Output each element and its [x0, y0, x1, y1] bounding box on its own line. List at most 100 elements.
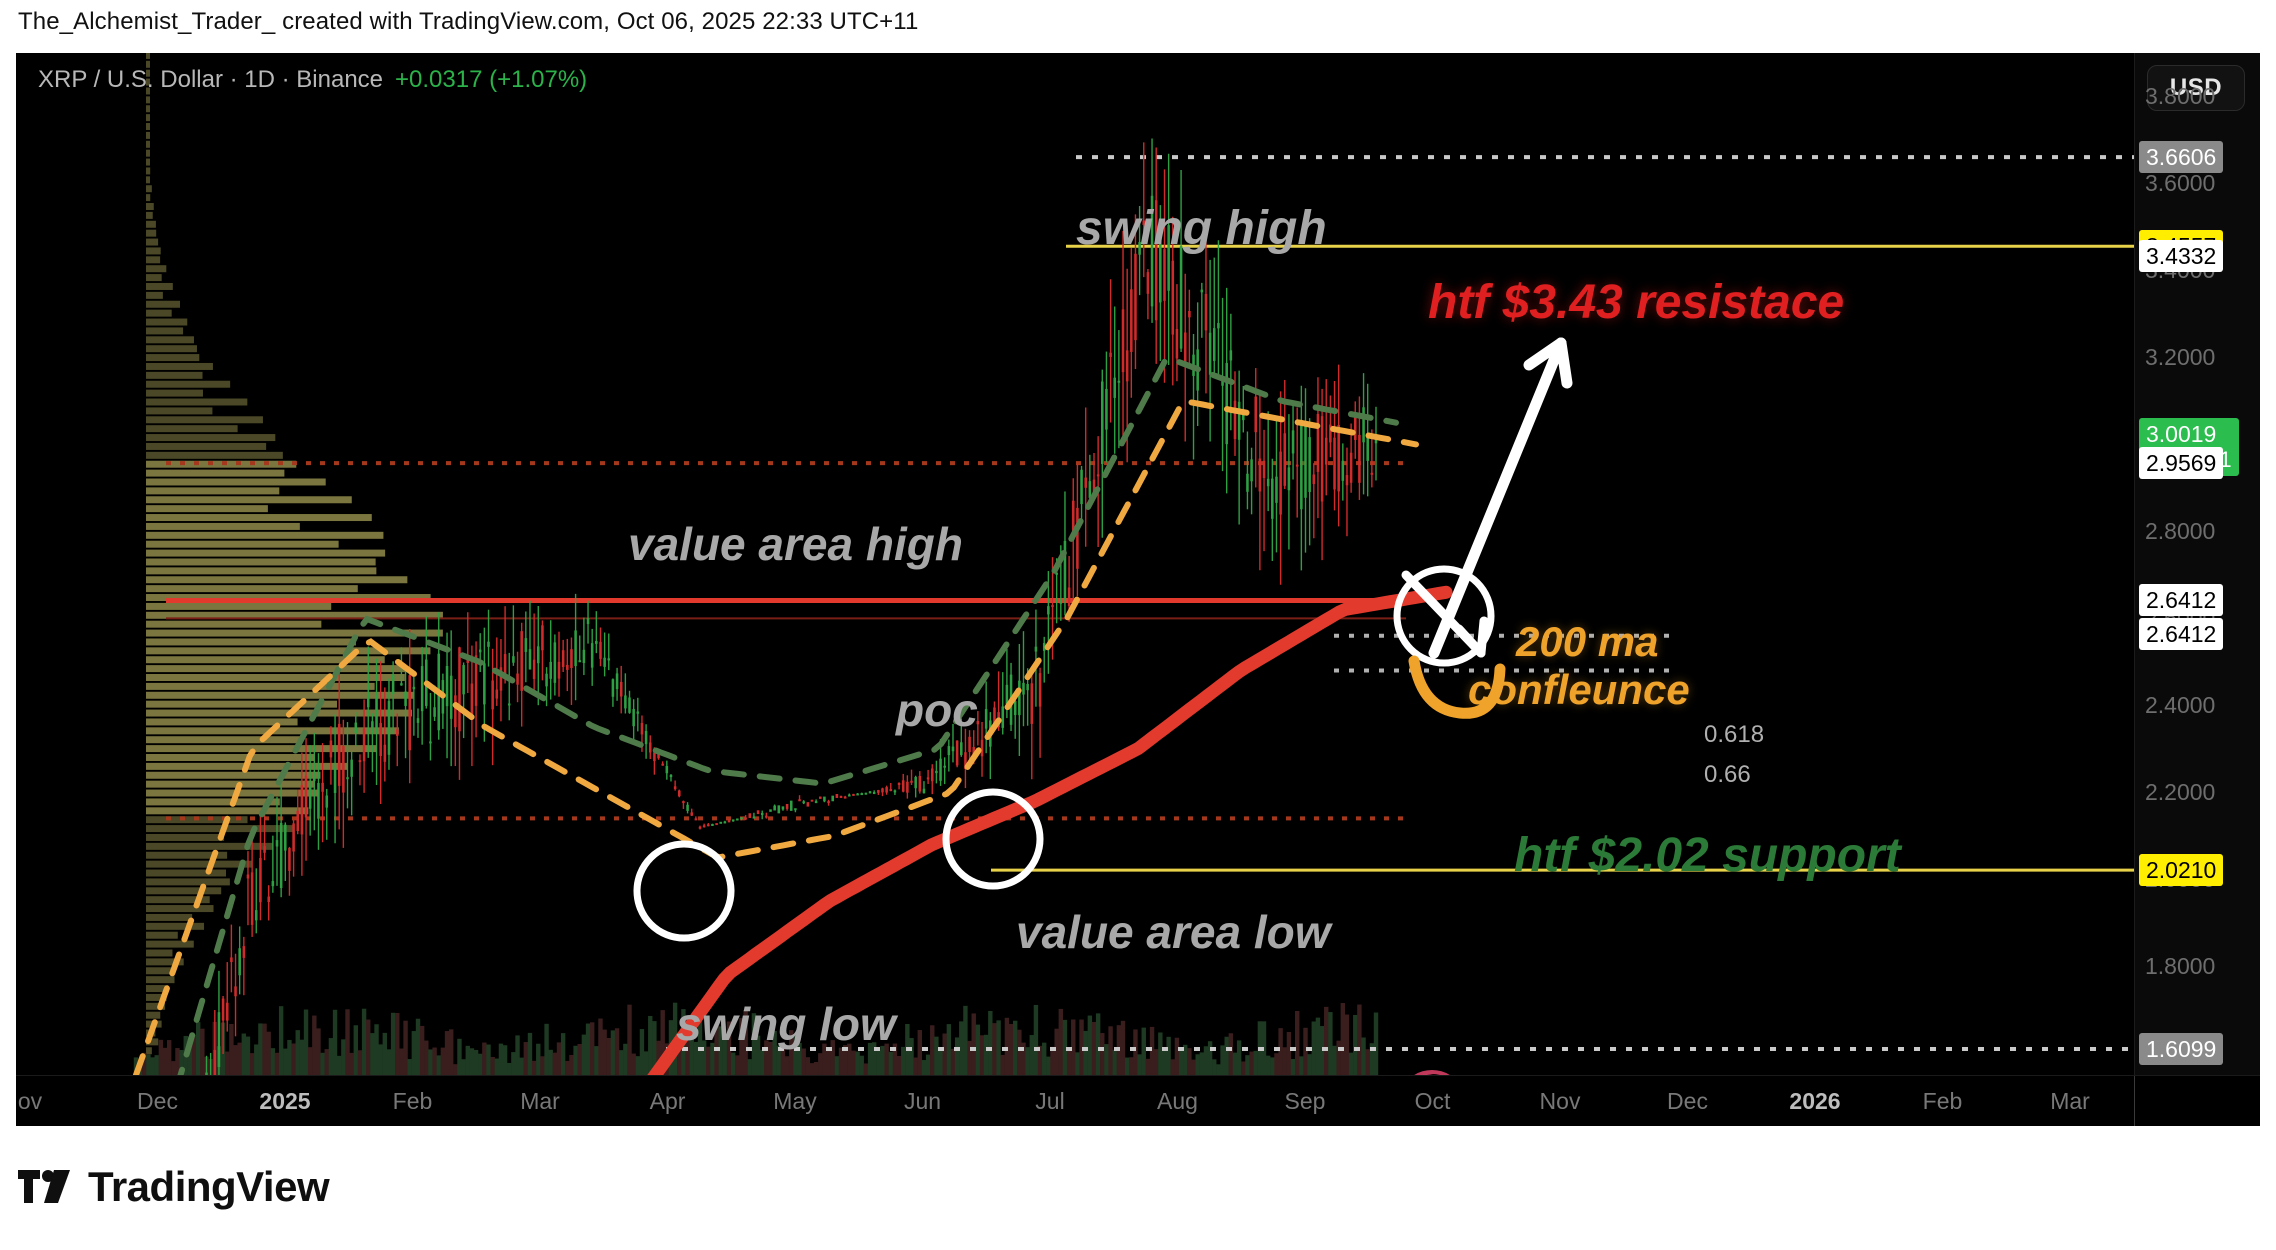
volume-bar: [324, 1049, 329, 1075]
candle-body: [346, 777, 349, 780]
candle-body: [561, 650, 565, 668]
volume-profile-bar: [146, 505, 268, 513]
volume-bar: [1199, 1052, 1205, 1075]
price-tick: 2.4000: [2145, 692, 2216, 719]
candle-body: [1018, 680, 1021, 716]
chart-plot-area[interactable]: XRP / U.S. Dollar · 1D · Binance +0.0317 …: [16, 53, 2134, 1075]
volume-bar: [419, 1025, 425, 1075]
volume-bar: [494, 1058, 500, 1075]
candle-body: [711, 823, 714, 826]
candle-body: [1254, 396, 1258, 433]
time-label: 2026: [1789, 1088, 1841, 1114]
volume-profile-bar: [146, 238, 159, 246]
volume-bar: [693, 1041, 699, 1075]
volume-bar: [233, 1045, 238, 1075]
time-label: Mar: [2050, 1088, 2090, 1114]
volume-bar: [1307, 1054, 1312, 1075]
candle-body: [1258, 458, 1262, 492]
time-label: Oct: [1414, 1088, 1451, 1114]
volume-bar: [1232, 1052, 1238, 1075]
candle-body: [802, 801, 805, 804]
volume-bar: [1299, 1056, 1304, 1075]
volume-bar: [1187, 1048, 1192, 1075]
volume-bar: [349, 1052, 354, 1075]
candle-body: [794, 808, 797, 811]
time-axis[interactable]: ov Dec 2025 Feb Mar Apr May Jun Jul Aug Sep Oct Nov D…: [16, 1075, 2260, 1126]
volume-bar: [830, 1040, 835, 1075]
candle-body: [1076, 507, 1079, 569]
volume-profile-bar: [146, 753, 315, 761]
candle-body: [404, 691, 407, 706]
volume-profile-bar: [146, 220, 156, 228]
candle-body: [702, 825, 706, 828]
volume-bar: [225, 1051, 230, 1075]
price-marker-white[interactable]: 3.4332: [2139, 240, 2224, 272]
price-marker-white[interactable]: 2.6412: [2139, 618, 2224, 651]
candle-body: [412, 686, 416, 690]
volume-profile-bar: [146, 158, 150, 166]
candle-body: [400, 683, 403, 686]
volume-profile-bar: [146, 478, 326, 486]
volume-bar: [1348, 1052, 1354, 1075]
volume-bar: [1216, 1064, 1221, 1075]
volume-bar: [1369, 1043, 1375, 1075]
candle-body: [1163, 249, 1166, 301]
volume-bar: [764, 1040, 769, 1075]
volume-bar: [876, 1049, 881, 1075]
volume-bar: [863, 1063, 869, 1075]
price-marker-white[interactable]: 2.9569: [2139, 447, 2224, 480]
candle-body: [785, 803, 789, 809]
candle-body: [242, 946, 246, 958]
candle-body: [918, 775, 922, 792]
candle-body: [350, 759, 353, 777]
volume-profile-bar: [146, 638, 356, 646]
candle-body: [1312, 474, 1316, 485]
candle-body: [648, 742, 652, 753]
price-marker-gray[interactable]: 3.6606: [2139, 141, 2224, 174]
volume-bar: [1336, 1040, 1341, 1075]
volume-bar: [834, 1056, 840, 1075]
time-label: Dec: [1667, 1088, 1708, 1114]
swing-low-circle: [633, 840, 735, 942]
volume-profile-bar: [146, 398, 248, 406]
candle-body: [690, 812, 694, 816]
candle-body: [1250, 459, 1253, 482]
price-axis[interactable]: USD 3.80003.60003.40003.20003.00002.8000…: [2134, 53, 2260, 1126]
volume-bar: [735, 1055, 740, 1075]
candle-body: [1225, 363, 1228, 445]
volume-bar: [1282, 1047, 1287, 1075]
chart-frame[interactable]: XRP / U.S. Dollar · 1D · Binance +0.0317 …: [16, 53, 2260, 1126]
volume-bar: [793, 1034, 798, 1075]
currency-badge[interactable]: USD: [2147, 65, 2245, 111]
volume-bar: [701, 1040, 707, 1075]
volume-bar: [1212, 1059, 1217, 1075]
candle-body: [1071, 500, 1075, 540]
fib-label-618: 0.618: [1704, 721, 1765, 748]
volume-bar: [739, 1018, 744, 1075]
candle-body: [1179, 246, 1183, 349]
volume-profile-bar: [146, 229, 157, 237]
volume-profile-bar: [146, 354, 200, 362]
volume-bar: [884, 1043, 889, 1075]
candle-body: [445, 665, 449, 707]
candle-body: [665, 765, 669, 774]
volume-profile-bar: [146, 487, 280, 495]
volume-profile-bar: [146, 282, 173, 290]
volume-bar: [888, 1051, 893, 1075]
volume-bar: [1166, 1036, 1171, 1075]
volume-bar: [809, 1063, 815, 1075]
volume-bar: [565, 1060, 570, 1075]
candle-body: [487, 641, 490, 647]
price-marker-white[interactable]: 2.6412: [2139, 584, 2224, 617]
candle-body: [877, 790, 880, 793]
volume-profile-bar: [146, 682, 375, 690]
candle-body: [449, 675, 453, 719]
volume-bar: [158, 1039, 164, 1075]
candle-body: [856, 793, 859, 796]
price-marker-gray[interactable]: 1.6099: [2139, 1032, 2224, 1065]
candle-body: [416, 718, 420, 723]
price-series-layer: [133, 138, 2134, 1075]
volume-bar: [403, 1020, 408, 1075]
volume-bar: [851, 1050, 856, 1075]
price-marker-yellow[interactable]: 2.0210: [2139, 854, 2224, 887]
